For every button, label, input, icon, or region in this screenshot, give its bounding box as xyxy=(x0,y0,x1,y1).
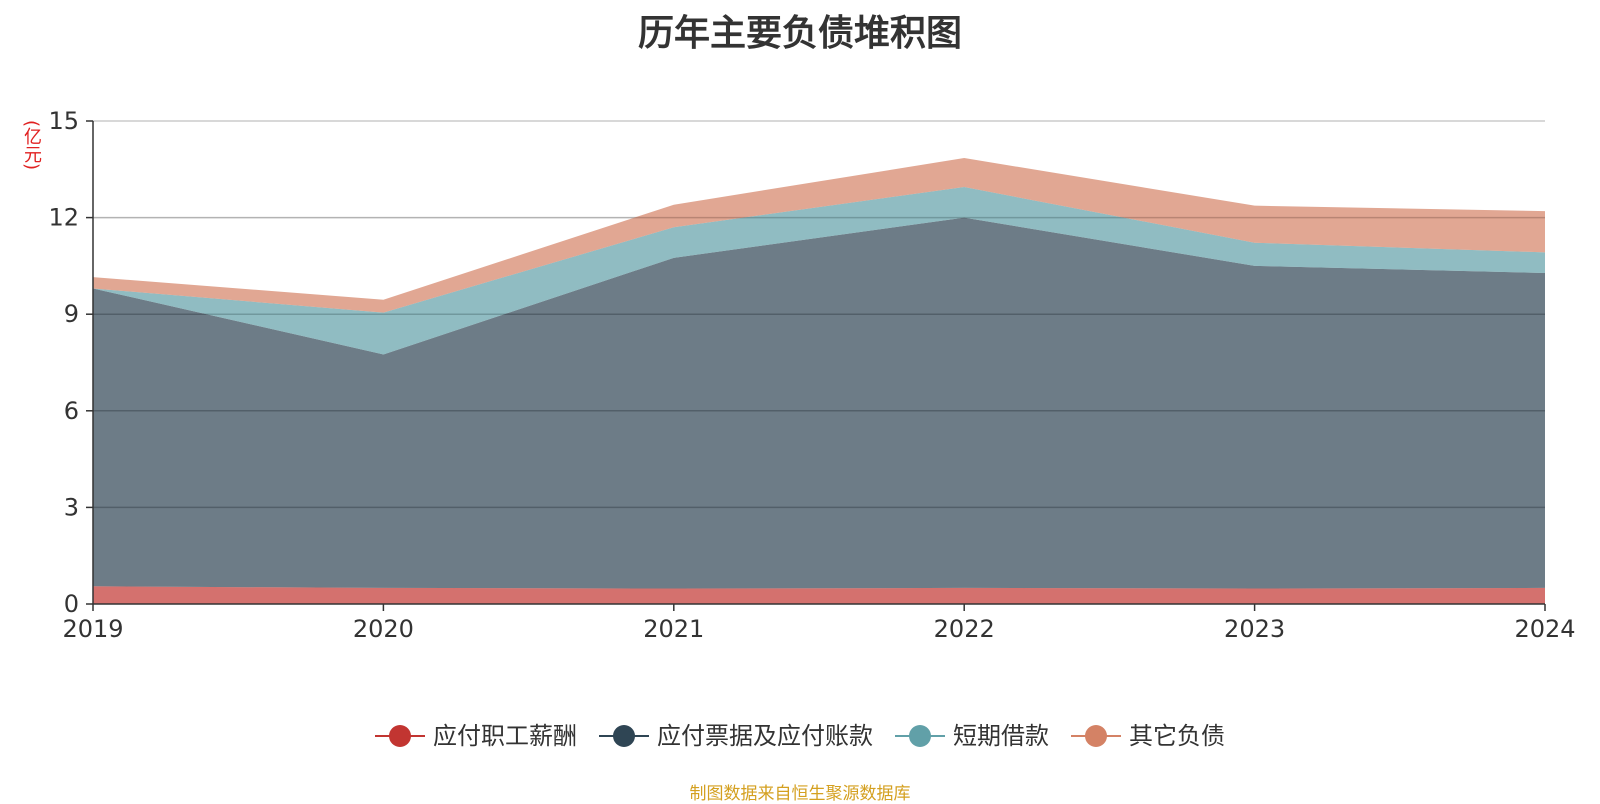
data-source-note: 制图数据来自恒生聚源数据库 xyxy=(689,784,911,804)
y-tick-label: 3 xyxy=(64,493,79,521)
x-tick-label: 2024 xyxy=(1514,615,1575,643)
legend-item-3[interactable]: 短期借款 xyxy=(895,722,1049,750)
x-tick-label: 2020 xyxy=(353,615,414,643)
legend-label: 应付职工薪酬 xyxy=(433,722,577,750)
y-tick-label: 15 xyxy=(48,107,79,135)
y-tick-label: 12 xyxy=(48,204,79,232)
x-tick-label: 2019 xyxy=(62,615,123,643)
y-tick-label: 6 xyxy=(64,397,79,425)
legend: 应付职工薪酬 应付票据及应付账款 短期借款 其它负债 xyxy=(375,722,1225,750)
legend-label: 应付票据及应付账款 xyxy=(657,722,873,750)
area-series xyxy=(93,158,1545,604)
x-tick-label: 2022 xyxy=(934,615,995,643)
legend-marker-icon xyxy=(909,725,931,747)
y-tick-label: 9 xyxy=(64,300,79,328)
area-series-2[interactable] xyxy=(93,217,1545,589)
legend-label: 短期借款 xyxy=(953,722,1049,750)
area-series-3[interactable] xyxy=(93,187,1545,355)
legend-item-1[interactable]: 应付职工薪酬 xyxy=(375,722,577,750)
legend-marker-icon xyxy=(1085,725,1107,747)
legend-item-4[interactable]: 其它负债 xyxy=(1071,722,1225,750)
legend-item-2[interactable]: 应付票据及应付账款 xyxy=(599,722,873,750)
chart-title: 历年主要负债堆积图 xyxy=(637,13,962,54)
y-axis-unit-label: (亿元) xyxy=(21,120,42,171)
legend-marker-icon xyxy=(389,725,411,747)
axes: 0 3 6 9 12 15 2019 2020 2021 2022 2023 2024 xyxy=(48,107,1575,643)
legend-marker-icon xyxy=(613,725,635,747)
area-series-4[interactable] xyxy=(93,158,1545,313)
x-tick-label: 2021 xyxy=(643,615,704,643)
x-tick-label: 2023 xyxy=(1224,615,1285,643)
area-series-1[interactable] xyxy=(93,586,1545,604)
legend-label: 其它负债 xyxy=(1129,722,1225,750)
y-tick-label: 0 xyxy=(64,590,79,618)
